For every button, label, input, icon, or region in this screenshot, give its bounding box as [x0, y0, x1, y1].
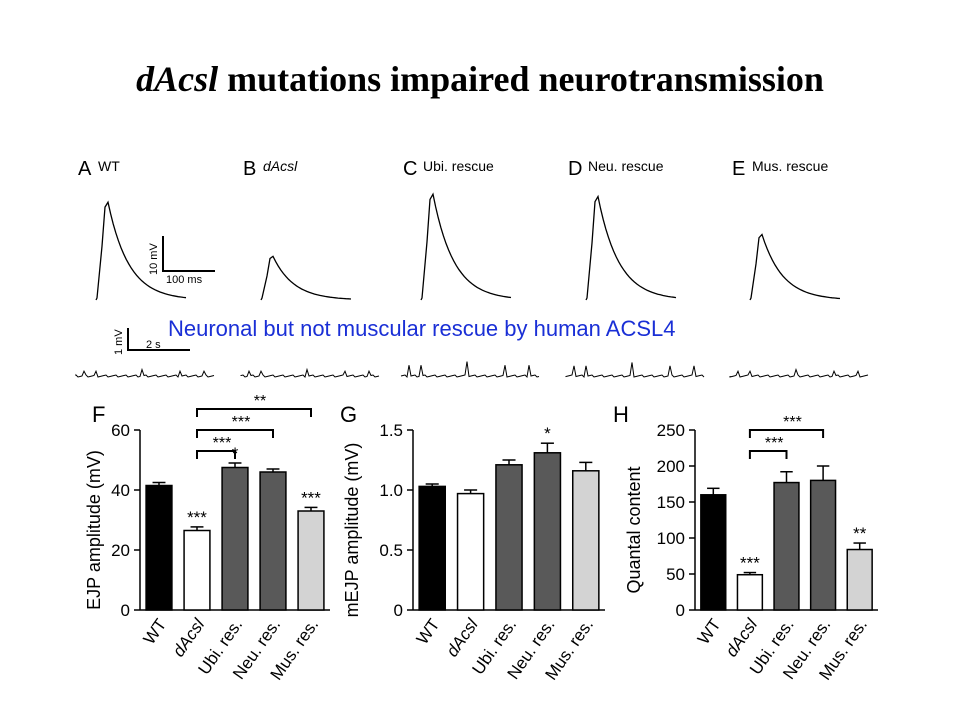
y-tick-label: 200: [657, 457, 685, 476]
scale-bar-lines: [162, 236, 215, 272]
scale-bar-y-label: 10 mV: [148, 243, 160, 275]
y-axis-label: mEJP amplitude (mV): [342, 443, 362, 618]
ejp-trace: [420, 192, 512, 301]
mini-traces-row: [75, 361, 869, 379]
y-tick-label: 40: [111, 481, 130, 500]
y-tick-label: 1.5: [379, 421, 403, 440]
comparison-bracket: [748, 450, 788, 459]
mini-ejp-trace: [565, 362, 705, 379]
y-axis-label: EJP amplitude (mV): [84, 450, 104, 610]
bracket-significance-label: ***: [765, 435, 784, 452]
bar-significance-label: **: [853, 524, 867, 543]
trace-panel-letter: B: [243, 158, 256, 180]
y-tick-label: 50: [666, 565, 685, 584]
trace-panel-label: Neu. rescue: [588, 158, 664, 174]
y-tick-label: 0: [394, 601, 403, 620]
trace-panel-letter: D: [568, 158, 582, 180]
comparison-bracket: [196, 450, 236, 459]
mini-scale-bar-lines: [127, 328, 190, 351]
rescue-caption: Neuronal but not muscular rescue by huma…: [168, 316, 676, 341]
trace-panel-label: WT: [98, 158, 120, 174]
comparison-bracket: [196, 429, 274, 438]
scale-bar-x-label: 100 ms: [166, 274, 203, 286]
chart-panel-letter: G: [340, 402, 357, 427]
bar: [456, 492, 485, 611]
trace-panel-label: Ubi. rescue: [423, 158, 494, 174]
bar: [297, 510, 325, 611]
y-tick-label: 100: [657, 529, 685, 548]
bracket-significance-label: ***: [213, 435, 232, 452]
bar-significance-label: ***: [187, 508, 207, 527]
y-tick-label: 0: [121, 601, 130, 620]
comparison-bracket: [748, 429, 825, 438]
bar: [495, 464, 523, 611]
x-category-label: WT: [413, 615, 444, 648]
mini-ejp-trace: [400, 361, 540, 379]
ejp-trace: [585, 194, 677, 301]
bar: [736, 573, 764, 611]
bar: [145, 484, 173, 611]
bar: [259, 471, 287, 611]
y-tick-label: 20: [111, 541, 130, 560]
x-category-label: WT: [140, 615, 171, 648]
ejp-trace: [749, 233, 841, 301]
bar: [183, 529, 211, 611]
bar: [809, 479, 837, 611]
chart-panel-letter: H: [613, 402, 629, 427]
trace-panel-letter: A: [78, 158, 92, 180]
trace-panel-letter: E: [732, 158, 745, 180]
x-category-label: dAcsl: [442, 614, 482, 660]
ejp-trace: [95, 200, 187, 301]
x-category-label: WT: [694, 615, 725, 648]
mini-ejp-trace: [75, 367, 215, 378]
bracket-significance-label: ***: [232, 414, 251, 431]
ejp-trace: [260, 255, 352, 301]
mini-ejp-trace: [729, 368, 869, 378]
title-italic-part: dAcsl: [136, 59, 219, 99]
y-tick-label: 1.0: [379, 481, 403, 500]
bar: [846, 548, 873, 611]
y-tick-label: 250: [657, 421, 685, 440]
mini-scale-y-label: 1 mV: [113, 329, 125, 355]
y-tick-label: 0.5: [379, 541, 403, 560]
y-tick-label: 0: [676, 601, 685, 620]
trace-panel-label: Mus. rescue: [752, 158, 828, 174]
bar-significance-label: ***: [740, 554, 760, 573]
bar-significance-label: ***: [301, 488, 321, 507]
bar: [418, 485, 447, 611]
y-tick-label: 60: [111, 421, 130, 440]
chart-panel-letter: F: [92, 402, 105, 427]
trace-panel-label: dAcsl: [263, 158, 298, 174]
mini-scale-x-label: 2 s: [146, 339, 161, 351]
slide-title: dAcsl mutations impaired neurotransmissi…: [0, 58, 960, 100]
bar: [571, 470, 600, 611]
scale-bars: 10 mV 100 ms 1 mV 2 s: [113, 236, 215, 355]
bar-significance-label: *: [544, 424, 551, 443]
y-axis-label: Quantal content: [624, 466, 644, 593]
comparison-bracket: [196, 408, 312, 417]
bar: [700, 494, 727, 611]
mini-ejp-trace: [240, 367, 380, 378]
bar: [773, 481, 800, 611]
trace-panel-letter: C: [403, 158, 417, 180]
bracket-significance-label: **: [254, 393, 266, 410]
y-tick-label: 150: [657, 493, 685, 512]
bar: [221, 466, 249, 611]
title-rest-part: mutations impaired neurotransmission: [218, 59, 824, 99]
bar: [533, 452, 562, 611]
bracket-significance-label: ***: [783, 414, 802, 431]
